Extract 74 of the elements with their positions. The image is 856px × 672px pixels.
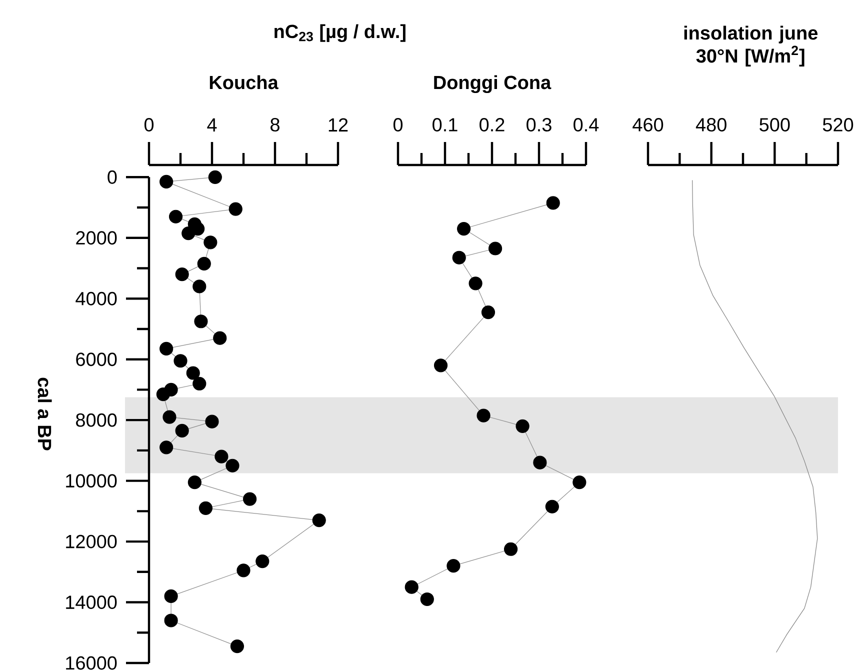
x-tick-label: 0.1	[432, 118, 458, 132]
point	[546, 196, 560, 210]
point	[164, 614, 178, 628]
y-tick-label: 4000	[76, 292, 117, 306]
y-tick-label: 10000	[66, 474, 117, 488]
point	[175, 268, 189, 282]
point	[175, 424, 189, 438]
x-tick-label: 480	[696, 118, 726, 132]
point	[228, 202, 242, 216]
x-axis-title: insolation june 30°N [W/m$^{2}$]	[684, 26, 818, 66]
x-tick-label: 12	[328, 118, 348, 132]
point	[226, 458, 240, 472]
x-axis-title: nC$_{23}$ [µg / d.w.]	[274, 24, 406, 42]
x-tick-label: 520	[822, 118, 854, 132]
point	[188, 476, 202, 490]
chart-title: Koucha	[210, 75, 278, 90]
point	[504, 542, 518, 556]
x-tick-label: 0	[393, 118, 403, 132]
x-tick-label: 460	[632, 118, 664, 132]
y-tick-label: 12000	[66, 534, 117, 548]
x-tick-label: 0.3	[526, 118, 552, 132]
point	[452, 250, 466, 264]
x-tick-label: 0.4	[574, 118, 599, 132]
point	[213, 331, 227, 345]
point	[481, 305, 496, 320]
point	[312, 513, 326, 528]
point	[256, 554, 270, 568]
y-tick-label: 2000	[76, 231, 117, 245]
x-tick-label: 500	[760, 118, 790, 132]
point	[243, 492, 257, 506]
point	[197, 256, 211, 270]
point	[545, 500, 559, 514]
point	[156, 387, 170, 402]
point	[208, 170, 222, 184]
point	[230, 640, 244, 654]
point	[214, 450, 228, 464]
point	[162, 410, 176, 424]
point	[488, 242, 502, 256]
point	[160, 440, 174, 454]
x-tick-label: 4	[207, 118, 217, 132]
point	[194, 314, 208, 328]
point	[420, 592, 434, 606]
point	[174, 354, 188, 368]
point	[168, 210, 183, 224]
point	[204, 236, 218, 250]
y-tick-label: 16000	[66, 656, 117, 670]
point	[236, 564, 250, 578]
y-tick-label: 6000	[76, 352, 117, 366]
point	[160, 174, 174, 189]
point	[404, 580, 418, 594]
point	[164, 589, 178, 603]
x-tick-label: 8	[270, 118, 280, 132]
point	[160, 342, 174, 356]
point	[572, 476, 586, 490]
point	[476, 408, 490, 422]
x-tick-label: 0.2	[480, 118, 504, 132]
point	[192, 280, 206, 294]
point	[182, 226, 196, 240]
y-tick-label: 8000	[76, 413, 117, 427]
point	[186, 366, 200, 380]
y-tick-label: 14000	[66, 596, 117, 610]
point	[434, 358, 448, 372]
point	[446, 559, 460, 573]
point	[192, 376, 206, 390]
point	[457, 222, 471, 236]
y-axis-title: cal a BP	[38, 378, 52, 450]
point	[205, 414, 219, 428]
y-tick-label: 0	[108, 170, 117, 184]
chart-title: Donggi Cona	[434, 75, 552, 94]
point	[533, 456, 547, 470]
point	[198, 501, 213, 515]
point	[468, 276, 482, 290]
point	[516, 419, 530, 433]
x-tick-label: 0	[144, 118, 154, 132]
